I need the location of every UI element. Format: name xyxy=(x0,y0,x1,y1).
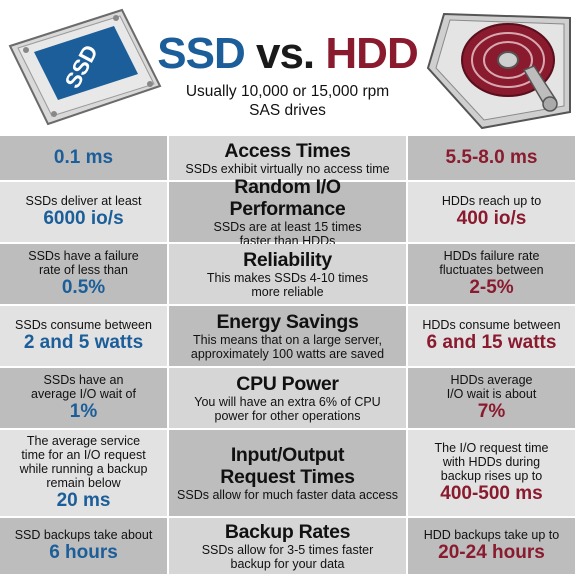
ssd-value: 20 ms xyxy=(56,490,111,511)
ssd-value: 0.1 ms xyxy=(53,147,114,168)
ssd-cell: SSDs deliver at least 6000 io/s xyxy=(0,182,167,242)
topic-title: Access Times xyxy=(224,140,351,162)
topic-title: Energy Savings xyxy=(216,311,359,333)
comparison-table: 0.1 ms Access Times SSDs exhibit virtual… xyxy=(0,136,575,574)
hdd-cell: HDDs consume between 6 and 15 watts xyxy=(408,306,575,366)
title-ssd: SSD xyxy=(157,29,245,78)
title-hdd: HDD xyxy=(325,29,418,78)
ssd-value: 0.5% xyxy=(61,277,106,298)
ssd-value: 1% xyxy=(69,401,98,422)
ssd-note: SSD backups take about xyxy=(14,528,153,542)
ssd-note: SSDs have a failure rate of less than xyxy=(28,249,139,277)
title-vs: vs. xyxy=(255,29,315,78)
topic-description: You will have an extra 6% of CPU power f… xyxy=(194,395,381,423)
topic-description: SSDs allow for much faster data access xyxy=(177,488,398,502)
table-row: SSDs consume between 2 and 5 watts Energ… xyxy=(0,306,575,368)
ssd-note: SSDs deliver at least xyxy=(25,194,142,208)
subtitle-line-2: SAS drives xyxy=(249,102,326,119)
ssd-cell: 0.1 ms xyxy=(0,136,167,180)
hdd-value: 2-5% xyxy=(469,277,514,298)
hdd-cell: HDDs reach up to 400 io/s xyxy=(408,182,575,242)
hdd-note: HDD backups take up to xyxy=(423,528,560,542)
hdd-note: The I/O request time with HDDs during ba… xyxy=(434,441,549,483)
topic-cell: Energy Savings This means that on a larg… xyxy=(167,306,408,366)
topic-description: This means that on a large server, appro… xyxy=(190,333,385,361)
table-row: SSDs have a failure rate of less than 0.… xyxy=(0,244,575,306)
topic-cell: CPU Power You will have an extra 6% of C… xyxy=(167,368,408,428)
topic-cell: Input/Output Request Times SSDs allow fo… xyxy=(167,430,408,516)
table-row: SSDs deliver at least 6000 io/s Random I… xyxy=(0,176,575,248)
hdd-cell: HDD backups take up to 20-24 hours xyxy=(408,518,575,574)
table-row: SSDs have an average I/O wait of 1% CPU … xyxy=(0,368,575,430)
hdd-note: HDDs reach up to xyxy=(441,194,542,208)
hdd-value: 400 io/s xyxy=(456,208,527,229)
hdd-cell: The I/O request time with HDDs during ba… xyxy=(408,430,575,516)
hdd-cell: HDDs average I/O wait is about 7% xyxy=(408,368,575,428)
ssd-cell: SSD backups take about 6 hours xyxy=(0,518,167,574)
topic-title: Input/Output Request Times xyxy=(220,444,355,488)
hdd-value: 7% xyxy=(477,401,506,422)
topic-cell: Reliability This makes SSDs 4-10 times m… xyxy=(167,244,408,304)
ssd-cell: The average service time for an I/O requ… xyxy=(0,430,167,516)
ssd-value: 2 and 5 watts xyxy=(23,332,144,353)
ssd-drive-icon: SSD xyxy=(8,8,162,126)
topic-cell: Access Times SSDs exhibit virtually no a… xyxy=(167,136,408,180)
table-row: SSD backups take about 6 hours Backup Ra… xyxy=(0,518,575,574)
header: SSD SSD vs. HDD Usually 10,000 or 15,000… xyxy=(0,0,575,136)
hdd-note: HDDs failure rate fluctuates between xyxy=(439,249,544,277)
subtitle-line-1: Usually 10,000 or 15,000 rpm xyxy=(185,83,390,100)
topic-title: Random I/O Performance xyxy=(229,176,346,220)
topic-title: Reliability xyxy=(243,249,332,271)
topic-description: SSDs exhibit virtually no access time xyxy=(185,162,390,176)
subtitle: Usually 10,000 or 15,000 rpm SAS drives xyxy=(150,82,425,120)
topic-title: CPU Power xyxy=(236,373,339,395)
hdd-note: HDDs average I/O wait is about xyxy=(446,373,537,401)
hdd-drive-icon xyxy=(426,12,571,130)
topic-cell: Random I/O Performance SSDs are at least… xyxy=(167,176,408,248)
table-row: The average service time for an I/O requ… xyxy=(0,430,575,518)
ssd-note: SSDs have an average I/O wait of xyxy=(31,373,136,401)
hdd-cell: 5.5-8.0 ms xyxy=(408,136,575,180)
ssd-cell: SSDs have an average I/O wait of 1% xyxy=(0,368,167,428)
topic-description: SSDs allow for 3-5 times faster backup f… xyxy=(201,543,374,571)
topic-description: This makes SSDs 4-10 times more reliable xyxy=(206,271,369,299)
ssd-cell: SSDs have a failure rate of less than 0.… xyxy=(0,244,167,304)
ssd-value: 6 hours xyxy=(49,542,118,563)
hdd-value: 20-24 hours xyxy=(438,542,545,563)
topic-cell: Backup Rates SSDs allow for 3-5 times fa… xyxy=(167,518,408,574)
hdd-cell: HDDs failure rate fluctuates between 2-5… xyxy=(408,244,575,304)
hdd-value: 5.5-8.0 ms xyxy=(445,147,538,168)
ssd-value: 6000 io/s xyxy=(43,208,124,229)
hdd-value: 400-500 ms xyxy=(440,483,543,504)
ssd-cell: SSDs consume between 2 and 5 watts xyxy=(0,306,167,366)
page-title: SSD vs. HDD xyxy=(150,28,425,80)
hdd-value: 6 and 15 watts xyxy=(426,332,557,353)
table-row: 0.1 ms Access Times SSDs exhibit virtual… xyxy=(0,136,575,182)
topic-title: Backup Rates xyxy=(224,521,351,543)
ssd-note: The average service time for an I/O requ… xyxy=(19,434,148,490)
hdd-note: HDDs consume between xyxy=(422,318,561,332)
ssd-note: SSDs consume between xyxy=(15,318,152,332)
